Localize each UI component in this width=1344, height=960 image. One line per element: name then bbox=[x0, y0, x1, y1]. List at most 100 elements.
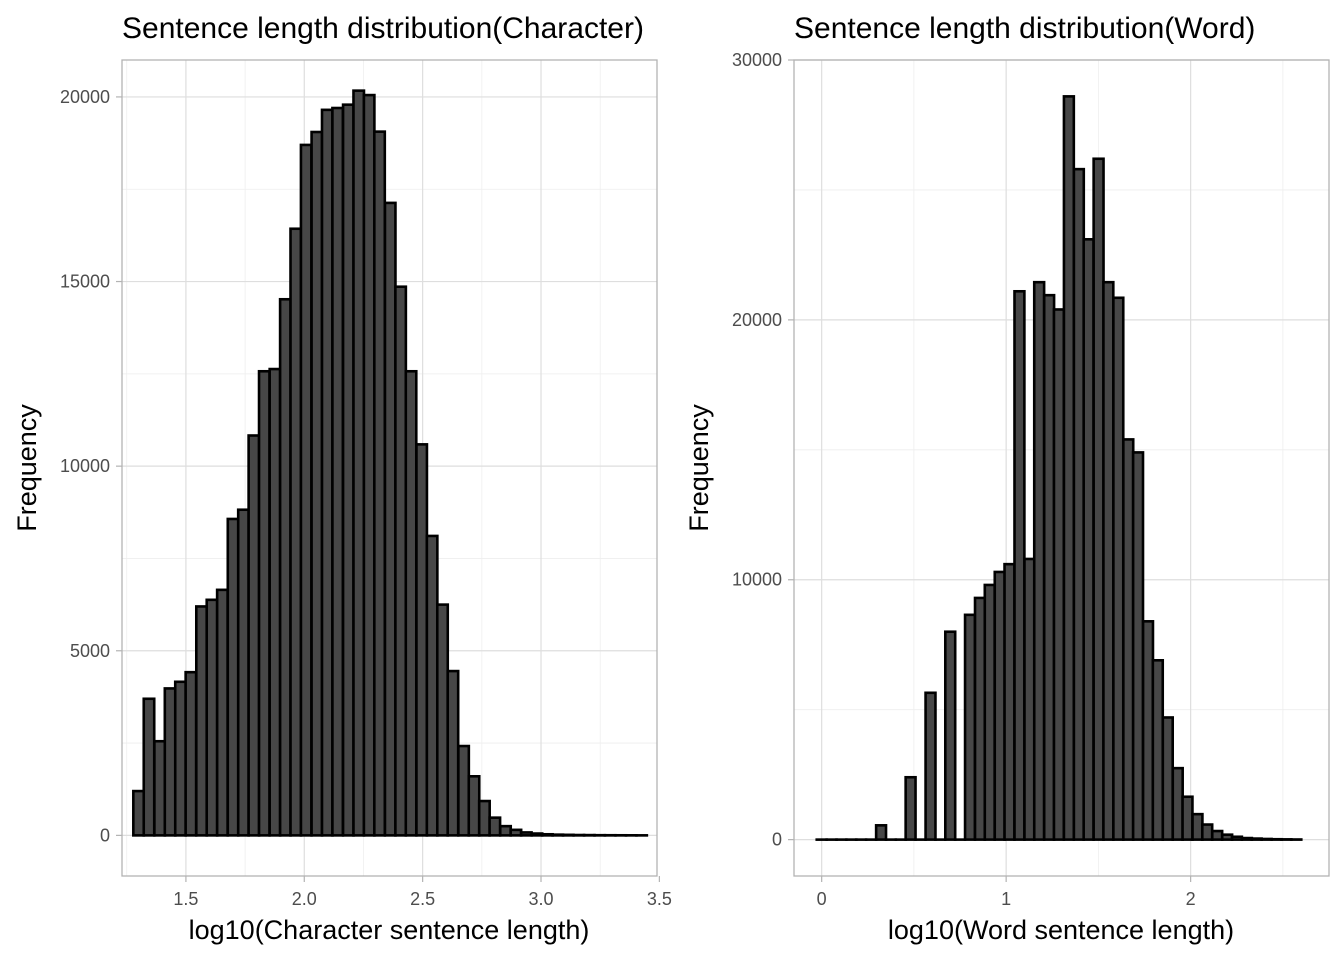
x-tick-label: 3.0 bbox=[528, 889, 553, 909]
histogram-bar bbox=[299, 143, 313, 837]
y-tick-label: 10000 bbox=[60, 456, 110, 476]
character-length-chart: Sentence length distribution(Character) … bbox=[12, 12, 672, 945]
histogram-bar bbox=[268, 367, 282, 837]
chart-title: Sentence length distribution(Word) bbox=[794, 12, 1255, 45]
histogram-bar bbox=[1171, 766, 1184, 841]
histogram-bar bbox=[1013, 289, 1026, 841]
histogram-bar bbox=[404, 369, 418, 837]
histogram-bar bbox=[394, 285, 408, 837]
histogram-bar bbox=[874, 824, 888, 841]
histogram-bar bbox=[163, 687, 177, 837]
y-tick-label: 20000 bbox=[60, 87, 110, 107]
histogram-bar bbox=[1230, 835, 1244, 841]
histogram-bar bbox=[993, 570, 1006, 841]
histogram-bar bbox=[341, 103, 355, 837]
histogram-bar bbox=[467, 775, 481, 837]
x-axis: 1.5 2.0 2.5 3.0 3.5 bbox=[173, 876, 672, 909]
histogram-bar bbox=[963, 613, 977, 841]
histogram-bar bbox=[1260, 837, 1273, 841]
y-tick-label: 10000 bbox=[732, 570, 782, 590]
histogram-bar bbox=[1122, 438, 1135, 841]
histogram-bar bbox=[973, 596, 987, 841]
x-tick-label: 2 bbox=[1186, 889, 1196, 909]
histogram-bar bbox=[1181, 795, 1194, 841]
histogram-bar bbox=[278, 297, 292, 837]
histogram-bar bbox=[1200, 823, 1214, 841]
histogram-bar bbox=[1032, 280, 1046, 841]
histogram-bar bbox=[1102, 280, 1115, 841]
histogram-bar bbox=[435, 603, 450, 837]
y-tick-label: 30000 bbox=[732, 50, 782, 70]
histogram-bar bbox=[215, 588, 229, 837]
y-tick-label: 15000 bbox=[60, 272, 110, 292]
panel-border bbox=[121, 59, 658, 877]
histogram-bar bbox=[415, 443, 429, 837]
x-axis-title: log10(Word sentence length) bbox=[888, 915, 1234, 945]
histogram-bar bbox=[446, 669, 460, 837]
x-tick-label: 2.5 bbox=[410, 889, 435, 909]
histogram-bar bbox=[530, 832, 544, 837]
histogram-bar bbox=[236, 508, 250, 837]
histogram-bar bbox=[1023, 557, 1036, 841]
histogram-bar bbox=[1220, 833, 1234, 841]
histogram-bar bbox=[257, 369, 271, 837]
histogram-bar bbox=[1003, 562, 1016, 841]
histogram-bar bbox=[1042, 293, 1056, 841]
histogram-bar bbox=[320, 108, 334, 837]
histogram-bar bbox=[904, 775, 917, 841]
histogram-bar bbox=[226, 517, 240, 837]
y-tick-label: 0 bbox=[100, 825, 110, 845]
histogram-bar bbox=[1092, 157, 1105, 841]
y-tick-label: 0 bbox=[772, 830, 782, 850]
histogram-bar bbox=[551, 833, 565, 837]
histogram-bar bbox=[362, 93, 376, 837]
histogram-bar bbox=[205, 598, 219, 837]
histogram-bar bbox=[425, 534, 439, 837]
histogram-bar bbox=[173, 680, 188, 837]
histogram-bars bbox=[132, 89, 649, 837]
histogram-bar bbox=[352, 89, 366, 837]
histogram-bar bbox=[383, 201, 397, 837]
x-tick-label: 3.5 bbox=[647, 889, 672, 909]
histogram-bar bbox=[1131, 451, 1145, 841]
chart-title: Sentence length distribution(Character) bbox=[122, 12, 644, 45]
y-axis-title: Frequency bbox=[12, 404, 42, 532]
y-tick-label: 20000 bbox=[732, 310, 782, 330]
x-tick-label: 2.0 bbox=[292, 889, 317, 909]
histogram-bar bbox=[477, 799, 491, 837]
histogram-bar bbox=[1250, 837, 1263, 841]
x-axis: 0 1 2 bbox=[817, 876, 1196, 909]
histogram-bar bbox=[153, 739, 167, 837]
histogram-bar bbox=[194, 605, 209, 837]
y-axis: 0 5000 10000 15000 20000 bbox=[60, 87, 122, 845]
histogram-bar bbox=[983, 583, 996, 841]
histogram-bar bbox=[1240, 836, 1254, 841]
histogram-bar bbox=[1161, 716, 1175, 841]
histogram-bar bbox=[540, 832, 554, 837]
histogram-bar bbox=[498, 824, 513, 837]
histogram-bar bbox=[924, 691, 937, 841]
histogram-bar bbox=[331, 106, 345, 837]
histogram-bar bbox=[1151, 659, 1165, 841]
histogram-bar bbox=[184, 670, 198, 837]
histogram-bar bbox=[519, 831, 533, 837]
histogram-bar bbox=[561, 833, 575, 837]
histogram-bars bbox=[815, 95, 1303, 841]
histogram-bar bbox=[132, 789, 146, 837]
histogram-bar bbox=[1072, 167, 1086, 841]
y-axis: 0 10000 20000 30000 bbox=[732, 50, 794, 850]
histogram-bar bbox=[1210, 829, 1224, 841]
histogram-bar bbox=[1112, 296, 1125, 841]
histogram-bar bbox=[1052, 308, 1066, 841]
histogram-bar bbox=[1082, 238, 1095, 841]
histogram-bar bbox=[488, 816, 502, 837]
histogram-bar bbox=[142, 697, 156, 837]
histogram-bar bbox=[1062, 95, 1076, 841]
histogram-bar bbox=[944, 630, 957, 841]
y-axis-title: Frequency bbox=[684, 404, 714, 532]
x-axis-title: log10(Character sentence length) bbox=[189, 915, 590, 945]
y-tick-label: 5000 bbox=[70, 641, 110, 661]
x-tick-label: 1.5 bbox=[173, 889, 198, 909]
panel-border bbox=[793, 59, 1330, 877]
